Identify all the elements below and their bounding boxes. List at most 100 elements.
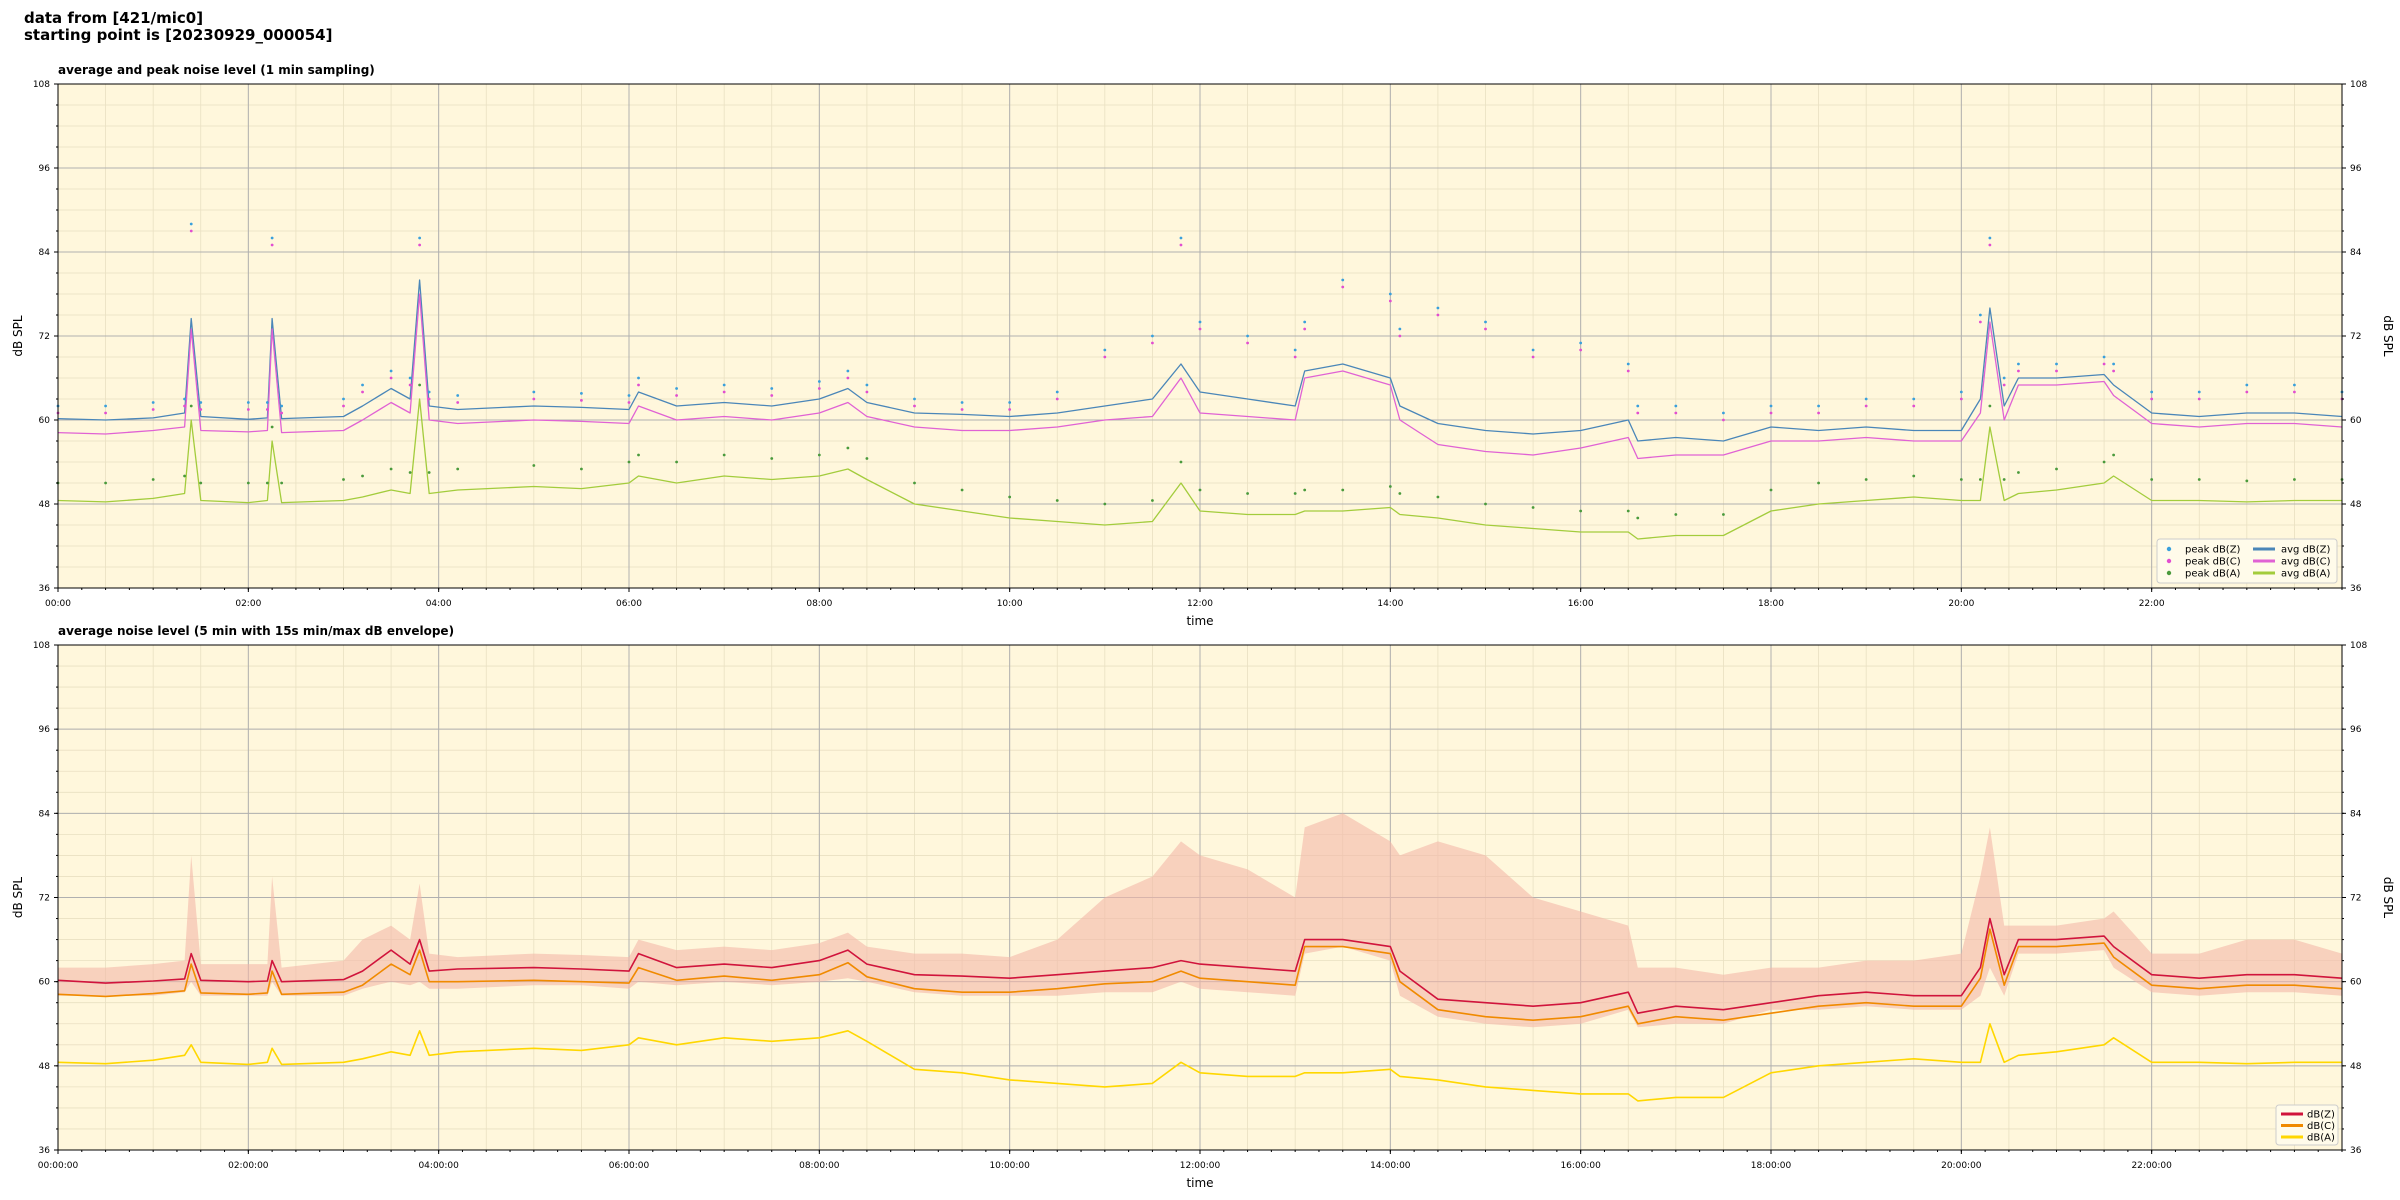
y-tick-label: 72 (39, 332, 50, 342)
data-point (1293, 348, 1297, 352)
data-point (1959, 478, 1963, 481)
data-point (1008, 495, 1012, 499)
data-point (1959, 390, 1963, 394)
data-point (1674, 411, 1678, 415)
data-point (1674, 513, 1678, 516)
data-point (1722, 513, 1725, 516)
data-point (1636, 516, 1640, 520)
data-point (342, 404, 345, 408)
data-point (1769, 488, 1773, 492)
y-tick-label-right: 72 (2350, 894, 2361, 904)
data-point (1398, 492, 1402, 495)
data-point (1103, 348, 1107, 352)
data-point (1636, 404, 1640, 408)
data-point (960, 401, 964, 404)
data-point (1769, 404, 1773, 408)
legend-label: dB(A) (2307, 1133, 2335, 1144)
data-point (104, 481, 107, 485)
data-point (2055, 369, 2058, 373)
data-point (456, 467, 460, 471)
data-point (2112, 453, 2116, 457)
data-point (1055, 390, 1059, 394)
data-point (270, 243, 274, 247)
data-point (189, 404, 193, 408)
data-point (183, 474, 186, 478)
data-point (1912, 397, 1916, 401)
data-point (1151, 499, 1154, 502)
y-tick-label: 84 (39, 248, 51, 258)
data-point (1579, 348, 1583, 352)
data-point (418, 243, 422, 247)
data-point (770, 387, 774, 390)
data-point (270, 425, 274, 429)
data-point (1293, 355, 1297, 359)
data-point (1341, 488, 1345, 492)
data-point (2150, 390, 2154, 394)
data-point (637, 383, 640, 387)
data-point (1959, 397, 1963, 401)
legend-marker (2166, 558, 2172, 564)
legend-label: avg dB(C) (2281, 557, 2331, 568)
x-tick-label: 22:00 (2139, 599, 2165, 609)
x-tick-label: 04:00:00 (418, 1161, 459, 1171)
data-point (865, 383, 869, 387)
data-point (1293, 492, 1297, 495)
x-axis-label: time (1186, 1176, 1213, 1190)
x-tick-label: 16:00 (1568, 599, 1594, 609)
data-point (627, 394, 631, 397)
data-point (1151, 334, 1154, 338)
x-tick-label: 14:00:00 (1370, 1161, 1411, 1171)
data-point (1484, 327, 1487, 331)
data-point (427, 397, 431, 401)
data-point (280, 411, 284, 415)
chart-panel-2: 36 36 48 48 60 60 72 72 84 84 96 96 108 108 00:00:00 02… (11, 624, 2395, 1190)
x-tick-label: 20:00:00 (1941, 1161, 1982, 1171)
data-point (1398, 334, 1402, 338)
legend-marker (2166, 570, 2172, 576)
data-point (1436, 313, 1440, 317)
legend-label: avg dB(A) (2281, 569, 2331, 580)
data-point (1579, 509, 1583, 513)
x-axis-label: time (1186, 614, 1213, 628)
data-point (1978, 320, 1982, 324)
series-line-db-a- (57, 1023, 2342, 1102)
data-point (151, 408, 155, 411)
data-point (532, 464, 536, 467)
data-point (1303, 327, 1307, 331)
data-point (265, 481, 269, 485)
data-point (1864, 404, 1868, 408)
x-tick-label: 00:00 (45, 599, 71, 609)
legend: dB(Z)dB(C)dB(A) (2275, 1104, 2339, 1146)
data-point (2293, 390, 2296, 394)
y-tick-label: 48 (39, 500, 51, 510)
data-point (913, 397, 916, 401)
data-point (1531, 348, 1535, 352)
data-point (389, 376, 393, 380)
data-point (1246, 492, 1249, 495)
data-point (722, 453, 726, 457)
x-tick-label: 20:00 (1948, 599, 1974, 609)
data-point (199, 401, 203, 404)
grid (57, 83, 2343, 589)
data-point (183, 397, 186, 401)
data-point (532, 397, 536, 401)
x-tick-label: 18:00 (1758, 599, 1784, 609)
data-point (1817, 481, 1820, 485)
data-point (2055, 467, 2058, 471)
x-tick-label: 08:00:00 (799, 1161, 840, 1171)
data-point (865, 390, 869, 394)
chart-panel-1: 36 36 48 48 60 60 72 72 84 84 96 96 108 108 00:00 02:00… (11, 63, 2395, 628)
data-point (2017, 362, 2020, 366)
x-tick-label: 14:00 (1377, 599, 1403, 609)
data-point (1674, 404, 1678, 408)
data-point (1636, 411, 1640, 415)
data-point (627, 460, 631, 464)
data-point (1626, 369, 1630, 373)
series-line-avg-db-z- (57, 279, 2343, 442)
data-point (418, 236, 422, 240)
data-point (865, 457, 869, 460)
data-point (1864, 397, 1868, 401)
data-point (1179, 236, 1183, 240)
x-tick-label: 10:00 (997, 599, 1023, 609)
data-point (1341, 285, 1345, 289)
